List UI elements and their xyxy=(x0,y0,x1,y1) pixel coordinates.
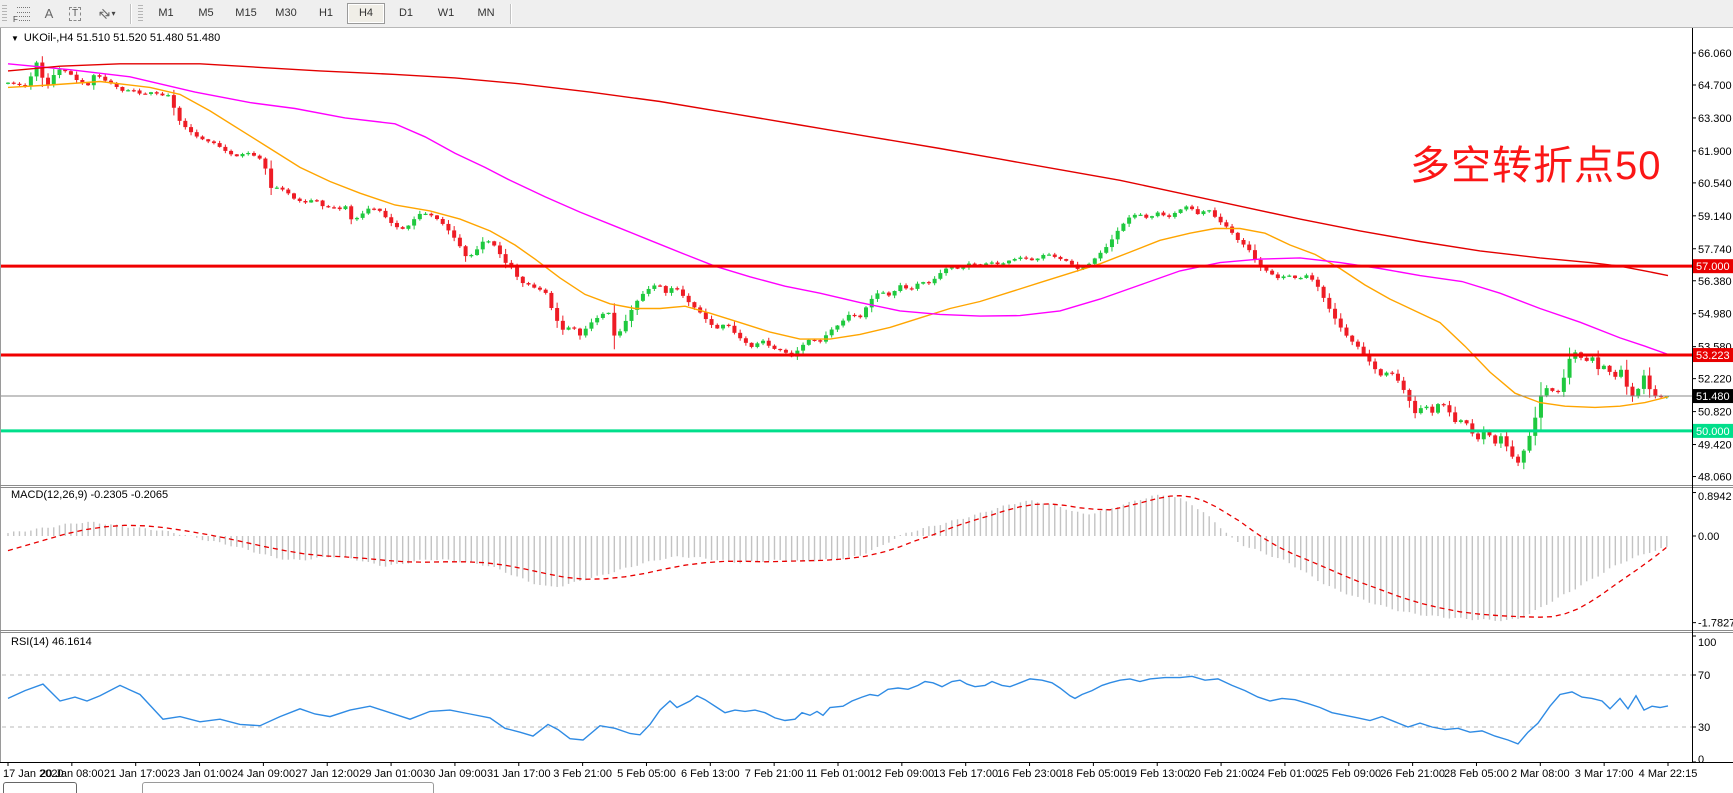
fibonacci-lines-glyph xyxy=(16,6,30,21)
price-tick-label: 50.820 xyxy=(1698,407,1732,419)
time-tick-label: 16 Feb 23:00 xyxy=(997,768,1062,780)
time-tick-label: 7 Feb 21:00 xyxy=(745,768,804,780)
svg-text:53.223: 53.223 xyxy=(1696,350,1730,362)
price-tick-label: 52.220 xyxy=(1698,374,1732,386)
price-tick-label: 63.300 xyxy=(1698,113,1732,125)
time-tick-label: 4 Mar 22:15 xyxy=(1639,768,1698,780)
text-label-icon[interactable]: T xyxy=(63,3,87,25)
timeframe-button-m5[interactable]: M5 xyxy=(198,7,214,19)
rsi-line xyxy=(7,675,1669,745)
macd-signal-line xyxy=(7,495,1669,618)
symbol-ohlc-text: UKOil-,H4 51.510 51.520 51.480 51.480 xyxy=(23,32,221,44)
time-tick-label: 24 Jan 09:00 xyxy=(232,768,296,780)
timeframe-button-w1[interactable]: W1 xyxy=(437,7,455,19)
time-tick-label: 19 Feb 13:00 xyxy=(1125,768,1190,780)
time-tick-label: 17 Jan 2020 xyxy=(3,768,64,780)
symbol-ohlc-line: ▼ UKOil-,H4 51.510 51.520 51.480 51.480 xyxy=(11,32,220,44)
time-tick-label: 3 Feb 21:00 xyxy=(553,768,612,780)
chart-annotation-text: 多空转折点50 xyxy=(1410,144,1662,188)
timeframe-button-h1[interactable]: H1 xyxy=(318,7,334,19)
time-tick-label: 18 Feb 05:00 xyxy=(1061,768,1126,780)
time-tick-label: 25 Feb 09:00 xyxy=(1316,768,1381,780)
time-tick-label: 12 Feb 09:00 xyxy=(869,768,934,780)
time-tick-label: 30 Jan 09:00 xyxy=(423,768,487,780)
chart-window: 66.060 64.700 63.300 61.900 60.540 59.140 57.7… xyxy=(0,27,1733,793)
price-tick-label: 56.380 xyxy=(1698,276,1732,288)
price-tick-label: 59.140 xyxy=(1698,211,1732,223)
time-tick-label: 20 Jan 08:00 xyxy=(40,768,104,780)
svg-text:57.000: 57.000 xyxy=(1696,261,1730,273)
macd-tick-label: -1.7827 xyxy=(1698,618,1733,630)
time-tick-label: 3 Mar 17:00 xyxy=(1575,768,1634,780)
toolbar-drag-handle[interactable] xyxy=(2,4,7,23)
time-tick-label: 6 Feb 13:00 xyxy=(681,768,740,780)
dropdown-caret-icon: ▾ xyxy=(111,9,116,18)
timeframe-button-d1[interactable]: D1 xyxy=(398,7,414,19)
time-tick-label: 24 Feb 01:00 xyxy=(1253,768,1318,780)
rsi-tick-label: 30 xyxy=(1698,722,1710,734)
chart-tab-2[interactable] xyxy=(142,782,434,793)
timeframe-button-m1[interactable]: M1 xyxy=(158,7,174,19)
rsi-tick-label: 0 xyxy=(1698,754,1704,766)
price-tick-label: 64.700 xyxy=(1698,80,1732,92)
chart-canvas[interactable]: 66.060 64.700 63.300 61.900 60.540 59.140 57.7… xyxy=(0,27,1733,793)
ma-fast-orange[interactable] xyxy=(7,80,1669,409)
rsi-tick-label: 70 xyxy=(1698,670,1710,682)
toolbar-drag-handle-2[interactable] xyxy=(138,4,143,23)
price-tag-50.000 xyxy=(1693,423,1733,438)
time-tick-label: 23 Jan 01:00 xyxy=(168,768,232,780)
timeframe-button-m15[interactable]: M15 xyxy=(235,7,257,19)
price-tag-57.000 xyxy=(1693,259,1733,274)
time-tick-label: 26 Feb 21:00 xyxy=(1380,768,1445,780)
time-tick-label: 20 Feb 21:00 xyxy=(1189,768,1254,780)
arrows-glyph: ⇄ xyxy=(95,3,114,23)
fibonacci-icon[interactable]: F xyxy=(11,3,35,25)
rsi-tick-label: 100 xyxy=(1698,637,1716,649)
collapse-triangle-icon[interactable]: ▼ xyxy=(11,33,19,43)
timeframe-button-group: M1 M5 M15 M30 H1 H4 D1 W1 MN xyxy=(146,3,506,24)
rsi-indicator-label: RSI(14) 46.1614 xyxy=(11,636,92,648)
price-tick-label: 48.060 xyxy=(1698,472,1732,484)
macd-tick-label: 0.00 xyxy=(1698,531,1719,543)
price-tick-label: 49.420 xyxy=(1698,440,1732,452)
arrows-dropdown-icon[interactable]: ⇄ ▾ xyxy=(89,3,125,25)
svg-text:51.480: 51.480 xyxy=(1696,391,1730,403)
price-tick-label: 54.980 xyxy=(1698,309,1732,321)
current-price-tag xyxy=(1693,389,1733,404)
toolbar: F A T ⇄ ▾ M1 M5 M15 M30 H1 H4 D1 W1 MN xyxy=(0,0,1733,28)
toolbar-separator xyxy=(130,3,132,24)
time-tick-label: 2 Mar 08:00 xyxy=(1511,768,1570,780)
macd-panel[interactable] xyxy=(7,494,1669,622)
price-tick-label: 61.900 xyxy=(1698,146,1732,158)
time-tick-label: 28 Feb 05:00 xyxy=(1444,768,1509,780)
time-tick-label: 11 Feb 01:00 xyxy=(806,768,870,780)
ma-mid-magenta[interactable] xyxy=(7,63,1669,356)
time-tick-label: 27 Jan 12:00 xyxy=(295,768,359,780)
timeframe-button-mn[interactable]: MN xyxy=(477,7,495,19)
time-tick-label: 29 Jan 01:00 xyxy=(359,768,423,780)
rsi-panel[interactable] xyxy=(2,674,1692,745)
price-tick-label: 60.540 xyxy=(1698,178,1732,190)
toolbar-separator-2 xyxy=(510,3,512,24)
timeframe-button-h4[interactable]: H4 xyxy=(347,3,385,24)
price-tag-53.223 xyxy=(1693,348,1733,363)
ma-slow-red[interactable] xyxy=(7,63,1669,277)
chart-tab[interactable] xyxy=(3,782,77,793)
time-tick-label: 31 Jan 17:00 xyxy=(487,768,551,780)
macd-tick-label: 0.8942 xyxy=(1698,491,1732,503)
time-tick-label: 21 Jan 17:00 xyxy=(104,768,168,780)
svg-text:50.000: 50.000 xyxy=(1696,426,1730,438)
timeframe-button-m30[interactable]: M30 xyxy=(275,7,297,19)
macd-indicator-label: MACD(12,26,9) -0.2305 -0.2065 xyxy=(11,489,169,501)
time-tick-label: 13 Feb 17:00 xyxy=(933,768,998,780)
price-tick-label: 57.740 xyxy=(1698,244,1732,256)
fibonacci-f-glyph: F xyxy=(13,14,18,24)
main-price-panel[interactable] xyxy=(6,56,1669,470)
text-icon[interactable]: A xyxy=(44,6,54,21)
price-tick-label: 66.060 xyxy=(1698,48,1732,60)
time-tick-label: 5 Feb 05:00 xyxy=(617,768,676,780)
